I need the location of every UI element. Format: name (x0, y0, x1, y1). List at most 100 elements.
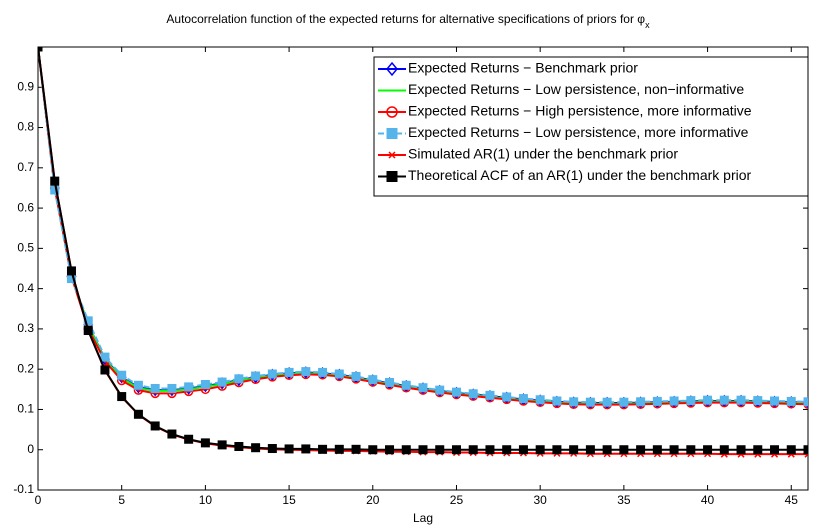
marker-square (703, 395, 713, 405)
marker-square (451, 445, 461, 455)
marker-square (167, 384, 177, 394)
marker-square (83, 316, 93, 326)
marker-square (401, 445, 411, 455)
x-tick-label: 25 (450, 493, 464, 507)
marker-square (251, 443, 261, 453)
marker-square (552, 396, 562, 406)
marker-square (200, 438, 210, 448)
x-tick-label: 45 (785, 493, 799, 507)
marker-square (284, 367, 294, 377)
marker-square (803, 397, 808, 407)
marker-square (786, 445, 796, 455)
marker-square (267, 369, 277, 379)
y-tick-label: 0.4 (17, 281, 34, 295)
y-tick-label: 0.9 (17, 79, 34, 93)
marker-square (38, 47, 43, 52)
marker-square (669, 396, 679, 406)
legend: Expected Returns − Benchmark prior Expect… (373, 56, 809, 197)
x-tick-label: 15 (282, 493, 296, 507)
marker-square (468, 445, 478, 455)
marker-square (133, 409, 143, 419)
y-tick-label: 0.2 (17, 361, 34, 375)
y-tick-label: 0.1 (17, 402, 34, 416)
chart-title: Autocorrelation function of the expected… (166, 12, 650, 30)
marker-square (418, 445, 428, 455)
marker-square (318, 444, 328, 454)
marker-square (133, 380, 143, 390)
marker-square (535, 395, 545, 405)
marker-square (451, 387, 461, 397)
legend-label: Expected Returns − Benchmark prior (408, 60, 638, 76)
marker-square (753, 396, 763, 406)
marker-square (184, 434, 194, 444)
legend-label: Simulated AR(1) under the benchmark prio… (408, 146, 678, 162)
marker-square (502, 392, 512, 402)
marker-square (318, 367, 328, 377)
marker-diamond (386, 61, 398, 77)
marker-square (251, 371, 261, 381)
marker-square (753, 445, 763, 455)
marker-square (301, 444, 311, 454)
marker-square (334, 369, 344, 379)
y-tick-label: 0.7 (17, 160, 34, 174)
marker-square (736, 445, 746, 455)
marker-square (234, 374, 244, 384)
marker-square (217, 377, 227, 387)
marker-square (485, 445, 495, 455)
marker-square (150, 421, 160, 431)
marker-square (652, 445, 662, 455)
marker-circle (386, 106, 398, 118)
marker-square (267, 444, 277, 454)
legend-box (373, 56, 809, 197)
title-subscript: x (645, 20, 650, 30)
marker-square (435, 445, 445, 455)
x-tick-label: 5 (118, 493, 125, 507)
marker-square (602, 445, 612, 455)
y-tick-label: 0.5 (17, 241, 34, 255)
marker-square (66, 266, 76, 276)
marker-square (117, 370, 127, 380)
marker-square (351, 371, 361, 381)
marker-square (386, 128, 398, 139)
marker-square (386, 171, 398, 182)
marker-square (351, 444, 361, 454)
marker-square (184, 382, 194, 392)
marker-square (150, 384, 160, 394)
legend-label: Expected Returns − Low persistence, non−… (408, 81, 744, 97)
marker-square (284, 444, 294, 454)
marker-square (552, 445, 562, 455)
marker-square (803, 445, 808, 455)
marker-square (385, 377, 395, 387)
x-tick-label: 10 (199, 493, 213, 507)
marker-square (636, 397, 646, 407)
x-axis-label: Lag (413, 511, 433, 525)
legend-label: Theoretical ACF of an AR(1) under the be… (408, 167, 752, 183)
x-tick-label: 30 (533, 493, 547, 507)
x-tick-label: 0 (35, 493, 42, 507)
marker-square (167, 429, 177, 439)
marker-square (435, 385, 445, 395)
marker-square (636, 445, 646, 455)
marker-square (652, 396, 662, 406)
marker-square (368, 445, 378, 455)
marker-square (719, 445, 729, 455)
marker-square (786, 396, 796, 406)
marker-square (418, 383, 428, 393)
marker-square (669, 445, 679, 455)
marker-square (736, 395, 746, 405)
marker-square (83, 326, 93, 336)
marker-x (388, 151, 396, 159)
y-tick-label: 0 (27, 442, 34, 456)
marker-square (468, 389, 478, 399)
marker-square (569, 397, 579, 407)
marker-square (585, 445, 595, 455)
marker-square (703, 445, 713, 455)
marker-square (518, 394, 528, 404)
marker-square (619, 445, 629, 455)
y-tick-label: 0.8 (17, 120, 34, 134)
marker-square (585, 397, 595, 407)
marker-square (485, 390, 495, 400)
marker-square (368, 375, 378, 385)
x-tick-label: 40 (701, 493, 715, 507)
